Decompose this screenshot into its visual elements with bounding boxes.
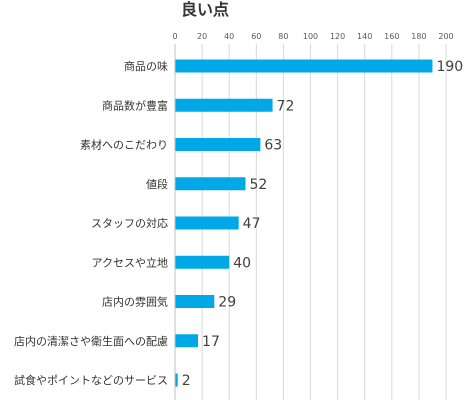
x-tick-label-10: 200 xyxy=(438,32,453,41)
bar-3 xyxy=(175,177,246,191)
bar-5 xyxy=(175,255,230,269)
category-label-8: 試食やポイントなどのサービス xyxy=(14,373,168,387)
x-tick-label-6: 120 xyxy=(330,32,345,41)
bar-8 xyxy=(175,373,178,387)
value-label-0: 190 xyxy=(436,59,463,75)
category-label-5: アクセスや立地 xyxy=(92,255,168,269)
value-label-6: 29 xyxy=(218,295,236,311)
category-label-1: 商品数が豊富 xyxy=(102,98,168,112)
x-tick-label-4: 80 xyxy=(278,32,288,41)
value-label-3: 52 xyxy=(249,177,267,193)
value-label-4: 47 xyxy=(243,216,261,232)
category-label-7: 店内の清潔さや衛生面への配慮 xyxy=(14,334,168,348)
value-labels: 190 72 63 52 47 40 29 17 2 xyxy=(182,59,463,389)
category-label-3: 値段 xyxy=(146,177,168,191)
value-label-1: 72 xyxy=(277,98,295,114)
category-label-0: 商品の味 xyxy=(124,59,168,73)
x-tick-label-8: 160 xyxy=(384,32,399,41)
bar-6 xyxy=(175,295,215,308)
value-label-7: 17 xyxy=(202,334,220,350)
bars xyxy=(175,59,433,387)
value-label-2: 63 xyxy=(264,138,282,154)
x-axis-ticks: 0 20 40 60 80 100 120 140 160 180 200 xyxy=(172,32,453,41)
x-tick-label-0: 0 xyxy=(172,32,177,41)
value-label-8: 2 xyxy=(182,373,191,389)
x-tick-label-3: 60 xyxy=(251,32,261,41)
x-tick-label-9: 180 xyxy=(411,32,426,41)
x-tick-label-5: 100 xyxy=(303,32,318,41)
bar-1 xyxy=(175,98,273,112)
category-label-6: 店内の雰囲気 xyxy=(102,295,168,309)
value-label-5: 40 xyxy=(233,255,251,271)
x-tick-label-7: 140 xyxy=(357,32,372,41)
x-tick-label-2: 40 xyxy=(224,32,234,41)
category-label-4: スタッフの対応 xyxy=(91,216,168,230)
category-label-2: 素材へのこだわり xyxy=(80,138,168,152)
bar-4 xyxy=(175,216,239,230)
bar-0 xyxy=(175,59,433,73)
category-labels: 商品の味商品数が豊富素材へのこだわり値段スタッフの対応アクセスや立地店内の雰囲気… xyxy=(14,59,168,387)
chart-title: 良い点 xyxy=(181,0,229,19)
bar-2 xyxy=(175,138,261,151)
bar-7 xyxy=(175,334,199,348)
x-tick-label-1: 20 xyxy=(197,32,207,41)
